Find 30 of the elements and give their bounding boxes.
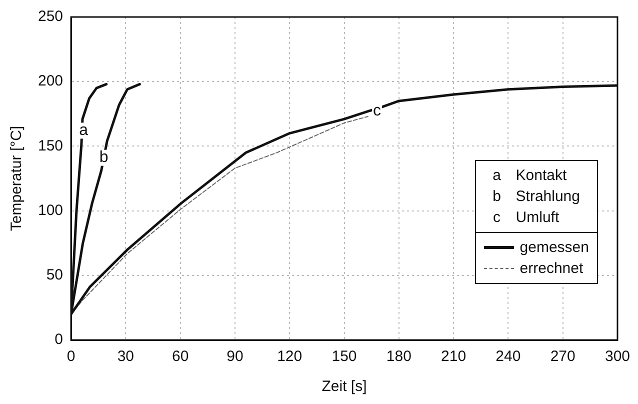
text: a xyxy=(492,167,501,184)
annotation: Kontakt xyxy=(516,167,567,184)
y-tick-label: 0 xyxy=(54,331,64,348)
y-tick-label: 150 xyxy=(38,137,64,154)
x-tick-label: 270 xyxy=(550,348,576,366)
annotation: b xyxy=(99,149,108,166)
legend-label: errechnet xyxy=(520,260,584,277)
annotation: a xyxy=(79,122,88,140)
x-tick-label: 90 xyxy=(226,348,244,366)
x-tick-label: 120 xyxy=(277,348,302,366)
y-tick-label: 250 xyxy=(38,8,64,26)
x-tick-label: 0 xyxy=(66,348,76,366)
y-tick-label: 50 xyxy=(46,266,64,284)
x-tick-label: 60 xyxy=(172,348,189,366)
annotation: Strahlung xyxy=(516,188,580,205)
y-axis-title: Temperatur [°C] xyxy=(8,126,26,232)
annotation: c xyxy=(373,102,382,120)
text: c xyxy=(493,209,501,226)
x-tick-label: 150 xyxy=(332,348,357,366)
y-tick-label: 200 xyxy=(38,72,64,90)
text: b xyxy=(492,188,501,205)
y-tick-label: 100 xyxy=(38,202,64,219)
annotation: gemessen xyxy=(520,239,589,256)
annotation: Umluft xyxy=(516,209,560,226)
x-tick-label: 180 xyxy=(386,348,412,366)
x-axis-title: Zeit [s] xyxy=(322,378,367,396)
x-tick-label: 240 xyxy=(496,348,521,366)
x-tick-label: 300 xyxy=(604,348,630,366)
x-tick-label: 30 xyxy=(117,348,134,366)
x-tick-label: 210 xyxy=(441,348,466,366)
